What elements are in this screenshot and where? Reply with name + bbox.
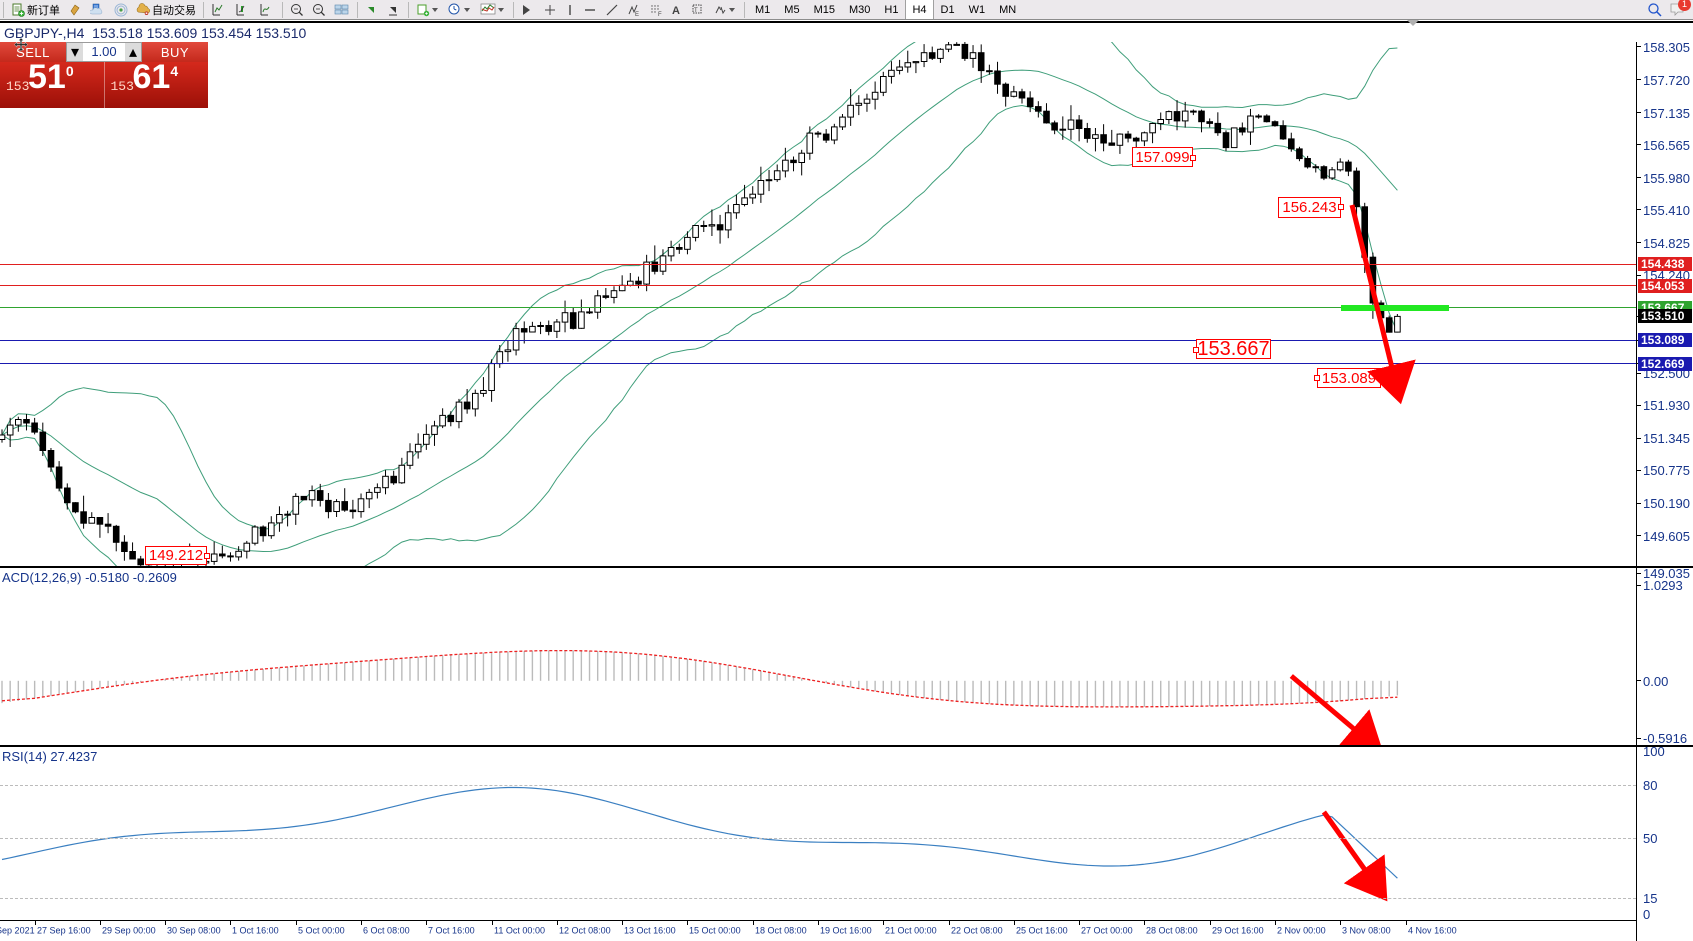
svg-text:F: F (658, 12, 662, 17)
svg-text:E: E (635, 12, 639, 17)
svg-text:T: T (694, 8, 698, 14)
svg-text:A: A (672, 5, 680, 17)
